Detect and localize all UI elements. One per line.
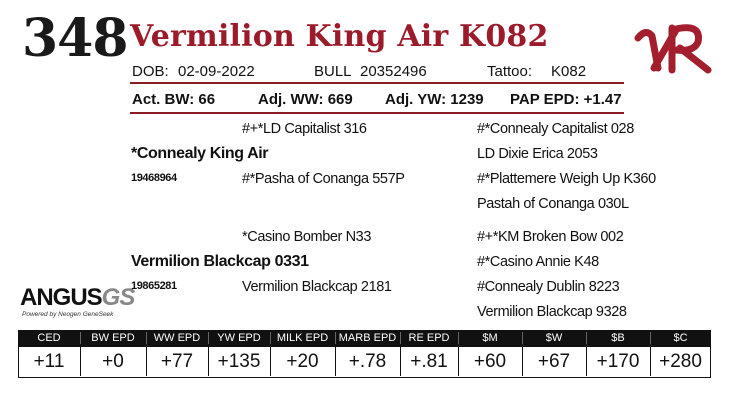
header-separator — [400, 332, 401, 344]
tattoo-value: K082 — [551, 63, 587, 80]
header-separator — [522, 332, 523, 344]
value-separator — [80, 346, 81, 376]
sire-registration: 19468964 — [131, 172, 177, 184]
sire-dam: #*Pasha of Conanga 557P — [242, 171, 405, 187]
sex-value: BULL — [314, 63, 352, 80]
dam-sire: *Casino Bomber N33 — [242, 229, 372, 245]
epd-value-row — [18, 346, 711, 378]
value-separator — [400, 346, 401, 376]
pap-epd: PAP EPD: +1.47 — [510, 91, 622, 108]
tattoo-label: Tattoo: — [487, 63, 533, 80]
sire-sire-dam: LD Dixie Erica 2053 — [477, 146, 598, 162]
epd-value-w: +67 — [537, 351, 571, 372]
epd-header-b: $B — [611, 332, 625, 344]
dam-dam-sire: #Connealy Dublin 8223 — [477, 279, 620, 295]
epd-header-row — [18, 330, 711, 346]
epd-value-milk: +20 — [286, 351, 319, 372]
epd-value-c: +280 — [659, 351, 702, 372]
epd-value-b: +170 — [596, 351, 640, 372]
angus-wordmark: ANGUS — [20, 284, 103, 311]
epd-value-yw: +135 — [217, 351, 261, 372]
epd-value-bw: +0 — [102, 351, 124, 372]
header-separator — [270, 332, 271, 344]
epd-value-ww: +77 — [160, 351, 194, 372]
header-separator — [146, 332, 147, 344]
value-separator — [650, 346, 651, 376]
dam-registration: 19865281 — [131, 280, 177, 292]
actual-birth-weight: Act. BW: 66 — [132, 91, 216, 108]
dam-name: Vermilion Blackcap 0331 — [131, 253, 309, 270]
value-separator — [208, 346, 209, 376]
angus-gs-logo: ANGUSGS — [20, 284, 136, 312]
animal-name: Vermilion King Air K082 — [130, 19, 549, 54]
epd-header-bw: BW EPD — [91, 332, 135, 344]
dob-value: 02-09-2022 — [178, 63, 255, 80]
divider-rule-2 — [130, 112, 624, 114]
registration-number: 20352496 — [360, 63, 427, 80]
value-separator — [335, 346, 336, 376]
value-separator — [458, 346, 459, 376]
header-separator — [586, 332, 587, 344]
epd-header-ced: CED — [37, 332, 61, 344]
sire-name: *Connealy King Air — [131, 145, 269, 162]
adjusted-weaning-weight: Adj. WW: 669 — [258, 91, 353, 108]
dam-dam-dam: Vermilion Blackcap 9328 — [477, 304, 627, 320]
lot-number: 348 — [22, 8, 129, 69]
logo-tagline: Powered by Neogen GeneSeek — [22, 311, 114, 318]
epd-table: CED BW EPD WW EPD YW EPD MILK EPD MARB E… — [18, 330, 711, 378]
sire-dam-dam: Pastah of Conanga 030L — [477, 196, 629, 212]
dam-dam: Vermilion Blackcap 2181 — [242, 279, 392, 295]
gs-wordmark: GS — [101, 284, 136, 311]
epd-value-m: +60 — [473, 351, 507, 372]
sire-dam-sire: #*Plattemere Weigh Up K360 — [477, 171, 656, 187]
value-separator — [146, 346, 147, 376]
value-separator — [270, 346, 271, 376]
epd-header-ww: WW EPD — [153, 332, 201, 344]
epd-header-m: $M — [482, 332, 498, 344]
epd-value-marb: +.78 — [348, 351, 387, 372]
epd-header-yw: YW EPD — [217, 332, 261, 344]
epd-header-w: $W — [545, 332, 563, 344]
header-separator — [208, 332, 209, 344]
header-separator — [335, 332, 336, 344]
dob-label: DOB: — [132, 63, 169, 80]
sire-sire: #+*LD Capitalist 316 — [242, 121, 367, 137]
dam-sire-dam: #*Casino Annie K48 — [477, 254, 599, 270]
divider-rule-1 — [130, 82, 624, 84]
sire-sire-sire: #*Connealy Capitalist 028 — [477, 121, 634, 137]
epd-header-c: $C — [673, 332, 688, 344]
adjusted-yearling-weight: Adj. YW: 1239 — [385, 91, 484, 108]
value-separator — [522, 346, 523, 376]
epd-value-re: +.81 — [410, 351, 448, 372]
header-separator — [80, 332, 81, 344]
epd-header-re: RE EPD — [408, 332, 450, 344]
vr-brand-logo-icon — [634, 24, 712, 74]
epd-header-milk: MILK EPD — [276, 332, 329, 344]
dam-sire-sire: #+*KM Broken Bow 002 — [477, 229, 624, 245]
header-separator — [650, 332, 651, 344]
epd-value-ced: +11 — [33, 351, 65, 372]
epd-header-marb: MARB EPD — [338, 332, 397, 344]
value-separator — [586, 346, 587, 376]
header-separator — [458, 332, 459, 344]
